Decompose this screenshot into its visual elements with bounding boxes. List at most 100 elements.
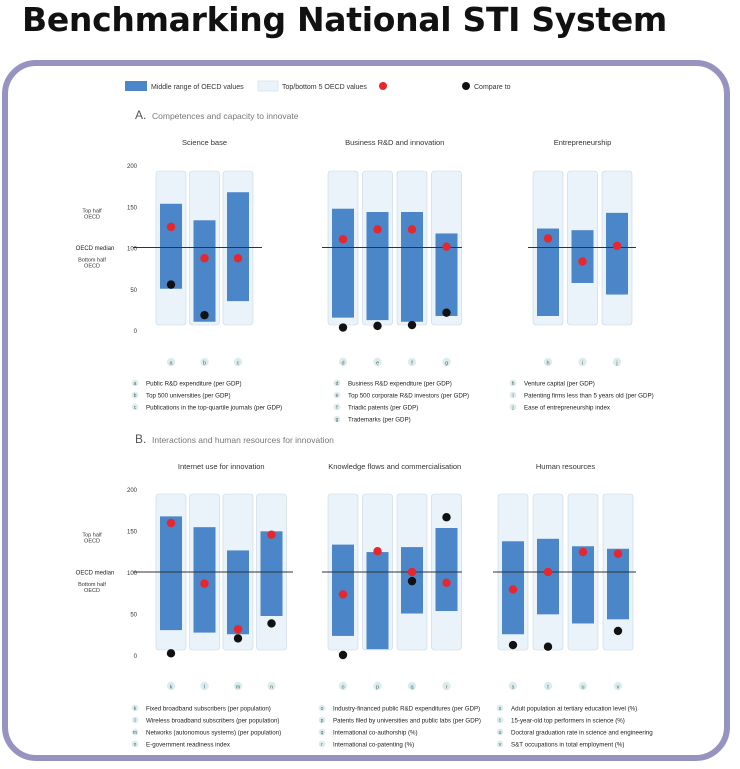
middle-range-bar: [366, 552, 389, 650]
oecd-dot: [166, 518, 176, 528]
top-half-label: Top half: [82, 533, 102, 539]
indicator-label: Fixed broadband subscribers (per populat…: [146, 706, 271, 713]
oecd-dot: [407, 567, 417, 577]
oecd-dot: [166, 222, 176, 232]
compare-dot: [442, 308, 451, 317]
indicator-label: Top 500 corporate R&D investors (per GDP…: [348, 393, 469, 400]
median-label: OECD median: [76, 571, 115, 577]
oecd-dot: [267, 530, 276, 539]
category-label: i: [582, 360, 583, 366]
indicator-badge: [496, 716, 504, 724]
oecd-dot: [200, 579, 209, 588]
indicator-letter: a: [134, 381, 137, 387]
oecd-dot: [233, 254, 243, 263]
indicator-label: International co-authorship (%): [333, 730, 418, 737]
indicator-letter: b: [134, 393, 137, 399]
indicator-label: Wireless broadband subscribers (per popu…: [146, 718, 279, 725]
indicator-label: Adult population at tertiary education l…: [511, 706, 637, 713]
category-label: b: [203, 360, 206, 366]
category-badge: [543, 681, 553, 691]
indicator-badge: [509, 391, 517, 399]
middle-range-bar: [160, 516, 182, 631]
indicator-letter: k: [134, 706, 137, 712]
category-badge: [200, 681, 209, 691]
category-badge: [338, 357, 348, 367]
y-tick-label: 200: [127, 488, 138, 494]
oecd-dot: [578, 547, 588, 557]
category-label: s: [512, 684, 515, 690]
indicator-label: International co-patenting (%): [333, 742, 414, 749]
indicator-badge: [509, 379, 517, 387]
oecd-dot: [338, 235, 348, 244]
indicator-label: Networks (autonomous systems) (per popul…: [146, 730, 281, 737]
middle-range-bar: [572, 546, 594, 624]
indicator-badge: [131, 716, 139, 724]
indicator-badge: [509, 403, 517, 411]
y-tick-label: 0: [134, 654, 138, 660]
category-badge: [442, 681, 451, 691]
category-badge: [166, 681, 176, 691]
bottom-half-label: OECD: [84, 264, 100, 270]
middle-range-bar: [332, 208, 354, 318]
indicator-badge: [333, 391, 341, 399]
indicator-letter: i: [512, 393, 513, 399]
indicator-letter: d: [336, 381, 339, 387]
compare-dot: [338, 650, 348, 660]
middle-range-bar: [571, 230, 594, 283]
indicator-letter: u: [499, 730, 502, 736]
category-badge: [338, 681, 348, 691]
category-label: j: [615, 360, 617, 366]
category-label: a: [169, 360, 173, 366]
indicator-badge: [131, 728, 139, 736]
section-a-title: Competences and capacity to innovate: [152, 111, 299, 121]
top-half-label: OECD: [84, 539, 100, 545]
category-badge: [407, 681, 417, 691]
indicator-label: Doctoral graduation rate in science and …: [511, 730, 653, 737]
category-badge: [613, 681, 623, 691]
indicator-letter: o: [321, 706, 324, 712]
category-badge: [578, 681, 588, 691]
indicator-label: Patenting firms less than 5 years old (p…: [524, 393, 654, 400]
panel-title: Human resources: [536, 462, 595, 471]
category-badge: [407, 357, 417, 367]
category-label: t: [547, 684, 549, 690]
category-badge: [233, 681, 243, 691]
oecd-dot: [543, 234, 553, 243]
panel-title: Knowledge flows and commercialisation: [328, 462, 461, 471]
category-label: k: [170, 684, 173, 690]
compare-dot: [407, 320, 417, 330]
category-label: g: [445, 360, 448, 366]
middle-range-bar: [401, 212, 423, 322]
indicator-badge: [496, 728, 504, 736]
indicator-badge: [131, 391, 139, 399]
indicator-letter: t: [499, 718, 501, 724]
indicator-letter: h: [512, 381, 515, 387]
middle-range-bar: [607, 548, 629, 620]
middle-range-bar: [227, 192, 249, 302]
top-half-label: OECD: [84, 214, 100, 220]
oecd-dot: [442, 578, 451, 587]
legend-oecd-dot: [379, 82, 387, 90]
indicator-label: S&T occupations in total employment (%): [511, 742, 624, 749]
indicator-badge: [496, 704, 504, 712]
category-label: f: [411, 360, 413, 366]
oecd-dot: [233, 625, 243, 634]
oecd-dot: [373, 547, 382, 556]
middle-range-bar: [435, 233, 458, 316]
compare-dot: [338, 323, 348, 332]
y-tick-label: 50: [130, 613, 137, 619]
indicator-label: Venture capital (per GDP): [524, 381, 595, 388]
indicator-letter: r: [321, 742, 323, 748]
section-headers: A. Competences and capacity to innovate …: [135, 108, 334, 446]
middle-range-bar: [260, 531, 283, 616]
indicator-badge: [318, 716, 326, 724]
legend-range-swatch: [257, 80, 279, 92]
indicator-badge: [496, 740, 504, 748]
compare-dot: [407, 576, 417, 586]
oecd-dot: [508, 585, 518, 594]
indicator-label: Triadic patents (per GDP): [348, 405, 418, 412]
y-tick-label: 150: [127, 530, 138, 536]
legend: Middle range of OECD values Top/bottom 5…: [125, 80, 511, 92]
compare-dot: [166, 649, 176, 658]
compare-dot: [613, 626, 623, 636]
